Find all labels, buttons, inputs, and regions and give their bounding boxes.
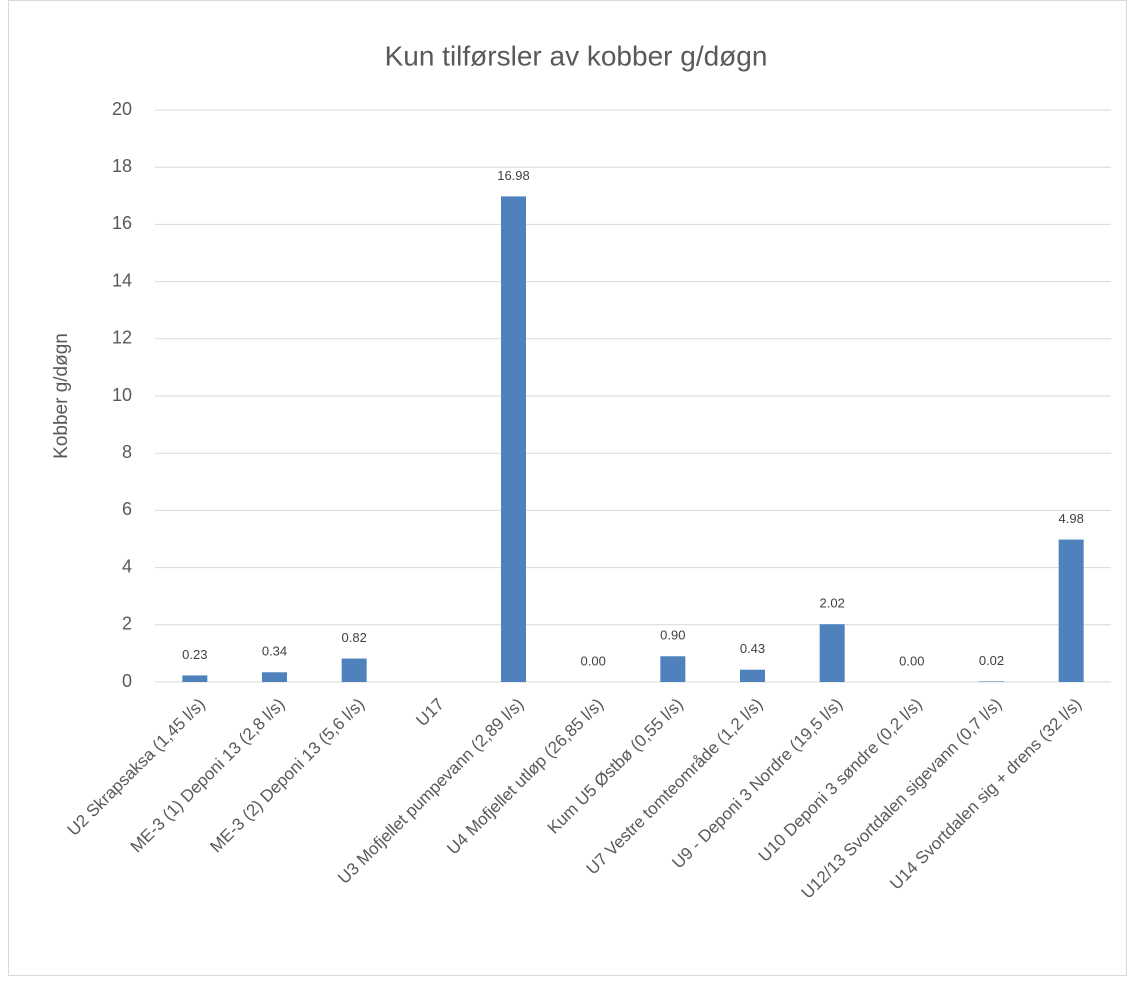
data-label: 16.98 <box>497 168 530 183</box>
y-tick-label: 16 <box>112 213 132 233</box>
data-label: 4.98 <box>1059 511 1084 526</box>
y-tick-label: 2 <box>122 614 132 634</box>
bar <box>660 656 686 682</box>
y-tick-label: 10 <box>112 385 132 405</box>
data-label: 0.90 <box>660 628 685 643</box>
data-label: 0.43 <box>740 641 765 656</box>
chart-title: Kun tilførsler av kobber g/døgn <box>385 40 768 71</box>
bar <box>262 672 287 682</box>
y-axis-label: Kobber g/døgn <box>51 333 72 459</box>
data-label: 0.00 <box>581 653 606 668</box>
bar <box>1058 539 1084 682</box>
chart-frame <box>8 0 1127 976</box>
y-tick-label: 6 <box>122 499 132 519</box>
data-label: 0.00 <box>899 653 924 668</box>
y-tick-label: 8 <box>122 442 132 462</box>
bar <box>740 669 765 682</box>
y-tick-label: 12 <box>112 328 132 348</box>
y-tick-label: 4 <box>122 556 132 576</box>
data-label: 0.34 <box>262 644 287 659</box>
data-label: 0.23 <box>182 647 207 662</box>
bar <box>182 675 208 682</box>
data-label: 0.02 <box>979 653 1004 668</box>
y-tick-label: 20 <box>112 99 132 119</box>
data-label: 0.82 <box>342 630 367 645</box>
bar <box>979 681 1004 682</box>
bar <box>501 196 526 682</box>
y-tick-label: 18 <box>112 156 132 176</box>
data-label: 2.02 <box>820 596 845 611</box>
bar <box>819 624 845 682</box>
bar <box>341 658 367 682</box>
y-tick-label: 14 <box>112 270 132 290</box>
y-tick-label: 0 <box>122 671 132 691</box>
